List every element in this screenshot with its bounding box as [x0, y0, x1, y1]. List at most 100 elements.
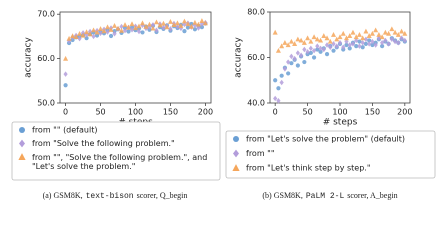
point — [295, 36, 301, 42]
point — [77, 31, 83, 36]
point — [129, 27, 135, 33]
y-tick-label: 80.0 — [247, 8, 265, 17]
point — [357, 39, 362, 44]
point — [389, 26, 395, 32]
point — [305, 49, 310, 55]
y-tick-label: 60.0 — [247, 53, 265, 62]
point — [164, 24, 170, 30]
point — [295, 63, 300, 68]
point — [295, 50, 300, 56]
point — [356, 32, 362, 37]
x-tick-label: 0 — [63, 108, 68, 117]
point — [331, 48, 336, 53]
point — [119, 23, 124, 30]
point — [370, 42, 375, 48]
point — [286, 71, 291, 76]
point — [396, 39, 401, 46]
legend-label: from "" — [246, 149, 275, 158]
point — [77, 35, 82, 42]
caption-part: text-bison — [86, 192, 134, 201]
legend-line: "Let's solve the problem." — [32, 162, 135, 171]
point — [289, 61, 294, 66]
x-tick-label: 100 — [332, 108, 347, 117]
point — [105, 24, 111, 30]
point — [167, 19, 173, 24]
point — [153, 19, 159, 25]
point — [353, 34, 359, 40]
point — [140, 30, 145, 35]
point — [84, 36, 89, 41]
point — [108, 27, 114, 32]
point — [188, 23, 194, 29]
point — [360, 39, 365, 46]
x-tick-label: 150 — [163, 108, 178, 117]
point — [347, 33, 353, 38]
point — [331, 41, 336, 47]
point — [129, 21, 135, 27]
point — [279, 79, 284, 86]
caption-part: (a) GSM8K, — [43, 191, 83, 200]
point — [122, 27, 128, 34]
point — [370, 38, 375, 45]
point — [275, 47, 281, 53]
legend-marker — [233, 136, 239, 142]
point — [392, 38, 398, 45]
legend-label: from "", "Solve the following problem.",… — [32, 153, 207, 171]
point — [311, 34, 317, 40]
legend-label: from "Let's solve the problem" (default) — [246, 135, 405, 144]
point — [91, 27, 97, 33]
x-tick-label: 200 — [397, 108, 412, 117]
point — [126, 29, 131, 34]
point — [157, 22, 163, 28]
point — [380, 39, 385, 46]
point — [174, 20, 180, 26]
point — [360, 45, 365, 50]
point — [379, 34, 385, 40]
point — [154, 27, 159, 33]
point — [98, 30, 103, 37]
point — [112, 31, 117, 37]
point — [395, 32, 401, 37]
point — [196, 25, 201, 31]
point — [73, 34, 79, 39]
point — [199, 24, 205, 30]
point — [192, 22, 198, 29]
legend-marker — [18, 153, 26, 160]
point — [285, 42, 291, 48]
caption-part: PaLM 2-L — [306, 192, 345, 201]
point — [136, 23, 142, 29]
point — [182, 28, 187, 34]
point — [282, 39, 288, 45]
point — [63, 83, 68, 88]
point — [386, 41, 391, 47]
point — [340, 30, 346, 36]
point — [160, 20, 166, 26]
y-axis-title: accuracy — [234, 37, 244, 78]
x-tick-label: 50 — [302, 108, 312, 117]
point — [357, 43, 362, 49]
point — [373, 42, 378, 48]
point — [327, 38, 333, 44]
point — [87, 31, 93, 37]
point — [369, 30, 375, 36]
legend-line: from "", "Solve the following problem.",… — [32, 153, 207, 162]
point — [376, 32, 382, 37]
point — [324, 35, 330, 41]
point — [185, 21, 191, 27]
point — [279, 43, 285, 49]
point — [108, 33, 114, 39]
point — [143, 23, 149, 29]
point — [273, 78, 278, 83]
point — [63, 71, 68, 77]
legend-label: from "" (default) — [32, 126, 97, 135]
point — [382, 29, 388, 35]
point — [66, 35, 72, 41]
y-tick-label: 70.0 — [37, 10, 55, 19]
plot-area — [269, 11, 411, 104]
point — [311, 47, 317, 54]
point — [146, 21, 153, 27]
point — [350, 29, 356, 35]
point — [363, 28, 369, 34]
point — [328, 44, 333, 50]
point — [292, 41, 298, 46]
